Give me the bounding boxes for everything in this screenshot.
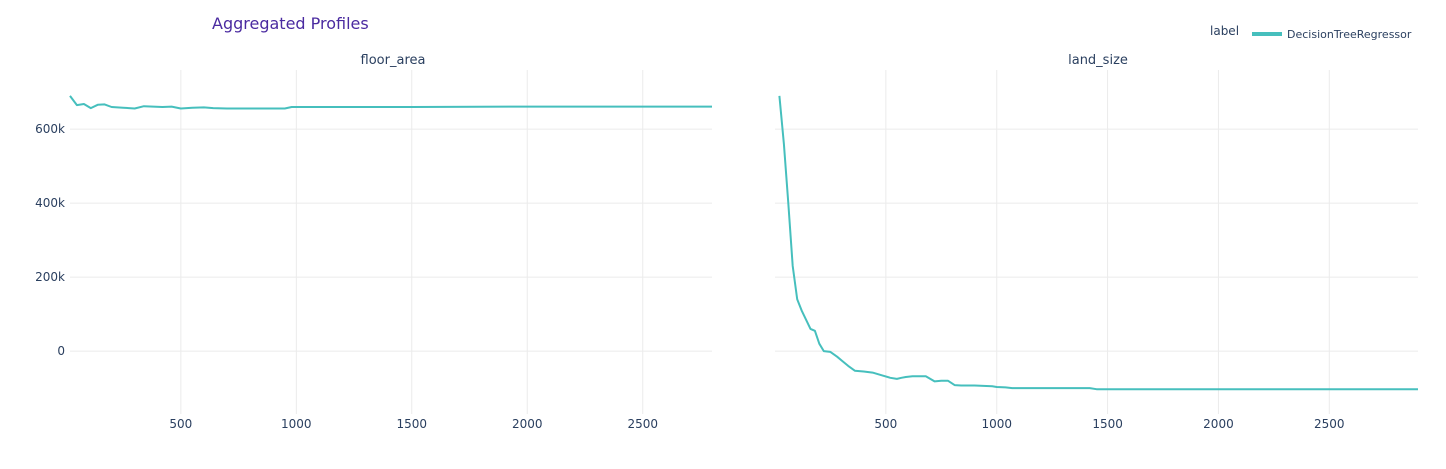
y-tick-label: 400k bbox=[35, 196, 65, 210]
x-tick-label: 500 bbox=[169, 417, 192, 431]
legend[interactable]: label DecisionTreeRegressor bbox=[1210, 24, 1412, 41]
x-tick-label: 2500 bbox=[1314, 417, 1345, 431]
y-tick-label: 600k bbox=[35, 122, 65, 136]
x-tick-label: 1000 bbox=[281, 417, 312, 431]
x-tick-label: 1000 bbox=[981, 417, 1012, 431]
x-tick-label: 500 bbox=[874, 417, 897, 431]
x-tick-label: 1500 bbox=[1092, 417, 1123, 431]
panel-subtitle-floor-area: floor_area bbox=[361, 53, 426, 68]
chart-title: Aggregated Profiles bbox=[212, 14, 369, 33]
y-tick-label: 0 bbox=[57, 344, 65, 358]
land-size-panel: land_size 500 1000 1500 2000 2500 bbox=[775, 53, 1418, 431]
x-tick-label: 2500 bbox=[627, 417, 658, 431]
floor-area-panel: floor_area 0 200k 400k 600k 500 1000 1500 2000 2… bbox=[35, 53, 712, 431]
x-tick-label: 2000 bbox=[1203, 417, 1234, 431]
series-line-decisiontreeregressor[interactable] bbox=[778, 95, 1418, 391]
series-line-decisiontreeregressor[interactable] bbox=[69, 95, 712, 110]
y-tick-label: 200k bbox=[35, 270, 65, 284]
x-tick-label: 1500 bbox=[397, 417, 428, 431]
legend-title: label bbox=[1210, 24, 1239, 38]
legend-entry-decisiontreeregressor: DecisionTreeRegressor bbox=[1287, 28, 1412, 41]
x-tick-label: 2000 bbox=[512, 417, 543, 431]
panel-subtitle-land-size: land_size bbox=[1068, 53, 1128, 68]
